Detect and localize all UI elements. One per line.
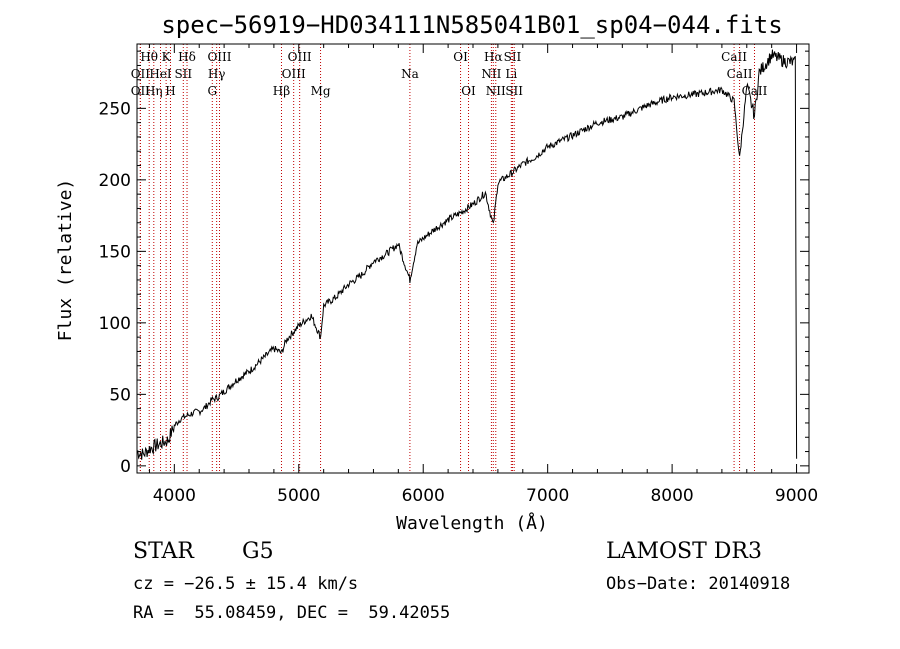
y-axis-label: Flux (relative) (55, 179, 76, 342)
line-marker-label: Mg (311, 84, 331, 98)
x-axis-label: Wavelength (Å) (396, 512, 548, 534)
y-tick-label: 200 (99, 171, 131, 191)
x-axis: 4000 5000 6000 7000 8000 9000 (148, 44, 818, 506)
survey-label: LAMOST DR3 (606, 539, 762, 564)
y-tick-label: 100 (99, 314, 131, 334)
spectrum-line (136, 49, 798, 460)
line-marker-label: OI (453, 50, 468, 64)
subclass: G5 (242, 539, 274, 564)
line-marker-label: OI (461, 84, 476, 98)
line-marker-label: OIII (288, 50, 312, 64)
line-marker-label: Hβ (273, 84, 290, 98)
y-tick-label: 150 (99, 242, 131, 262)
y-tick-label: 0 (120, 457, 131, 477)
x-tick-label: 6000 (402, 486, 445, 506)
line-marker-label: H (165, 84, 175, 98)
line-marker-label: G (207, 84, 217, 98)
line-marker-label: HeI (149, 67, 172, 81)
x-tick-label: 9000 (775, 486, 818, 506)
line-marker-label: SII (504, 50, 522, 64)
line-marker-label: Li (505, 67, 517, 81)
plot-frame (136, 43, 810, 474)
line-marker-label: CaII (727, 67, 753, 81)
line-marker-label: Na (401, 67, 419, 81)
line-marker-label: Hη (145, 84, 163, 98)
line-marker-label: CaII (721, 50, 747, 64)
line-marker-label: OIII (282, 67, 306, 81)
y-tick-label: 250 (99, 99, 131, 119)
x-tick-label: 7000 (526, 486, 569, 506)
object-type: STAR (133, 539, 194, 564)
line-marker-label: K (162, 50, 172, 64)
redshift-text: cz = −26.5 ± 15.4 km/s (133, 574, 359, 594)
line-marker-label: Hα (484, 50, 503, 64)
x-tick-label: 8000 (650, 486, 693, 506)
line-marker-label: OII (131, 84, 151, 98)
line-marker-label: NII (486, 84, 506, 98)
line-marker-label: Hθ (140, 50, 158, 64)
obs-date: Obs−Date: 20140918 (606, 574, 791, 594)
coordinates: RA = 55.08459, DEC = 59.42055 (133, 603, 451, 623)
y-tick-label: 50 (109, 385, 131, 405)
line-marker-label: NII (481, 67, 501, 81)
line-marker-label: SII (174, 67, 192, 81)
x-tick-label: 4000 (153, 486, 196, 506)
y-axis: 0 50 100 150 200 250 (99, 50, 809, 477)
x-tick-label: 5000 (277, 486, 320, 506)
line-marker-label: Hδ (178, 50, 196, 64)
line-marker-label: SII (505, 84, 523, 98)
line-marker-label: Hγ (208, 67, 226, 81)
chart-title: spec−56919−HD034111N585041B01_sp04−044.f… (161, 11, 782, 39)
line-marker-label: OIII (207, 50, 231, 64)
